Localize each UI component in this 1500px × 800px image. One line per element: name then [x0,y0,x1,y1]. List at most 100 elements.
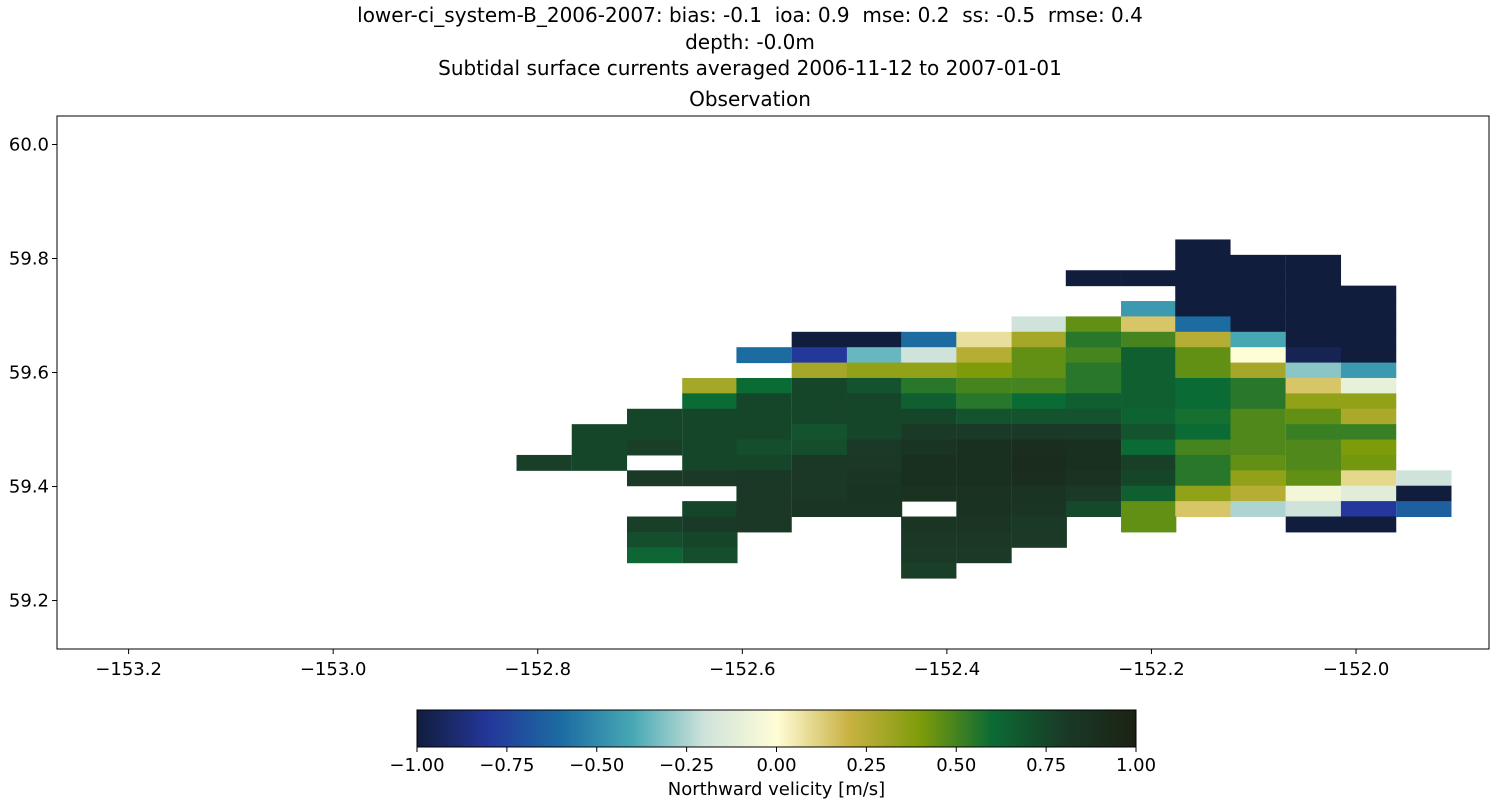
heatmap-cell [626,547,683,564]
heatmap-cell [791,454,847,471]
heatmap-cell [682,377,738,394]
heatmap-cell [1340,424,1397,441]
heatmap-cell [901,439,957,456]
heatmap-cell [1121,454,1177,471]
colorbar-strip [416,709,1137,748]
heatmap-cell [1285,285,1342,302]
heatmap-cell [1285,439,1342,456]
heatmap-cell [1230,331,1286,348]
heatmap-cell [736,516,792,533]
heatmap-cells [516,239,1452,579]
heatmap-cell [1121,270,1177,287]
heatmap-cell [1121,301,1177,317]
heatmap-cell [1285,377,1342,394]
y-tick-label: 59.4 [9,477,49,498]
heatmap-cell [1175,301,1231,317]
heatmap-cell [956,531,1012,548]
heatmap-cell [1340,439,1397,456]
heatmap-cell [1065,347,1122,364]
heatmap-cell [1285,485,1342,502]
heatmap-cell [682,516,738,533]
y-tick-label: 59.6 [9,363,49,384]
heatmap-cell [626,470,683,487]
heatmap-cell [736,485,792,502]
heatmap-cell [1230,424,1286,441]
y-axis: 59.2 59.4 59.6 59.8 60.0 [9,135,57,612]
heatmap-cell [1121,485,1177,502]
heatmap-cell [1121,331,1177,348]
heatmap-cell [791,439,847,456]
heatmap-cell [1396,485,1452,502]
heatmap-cell [1285,316,1342,333]
heatmap-cell [1285,470,1342,487]
heatmap-cell [1175,424,1231,441]
heatmap-cell [901,547,957,564]
heatmap-cell [791,408,847,425]
heatmap-cell [682,408,738,425]
heatmap-cell [791,424,847,441]
heatmap-cell [1011,501,1067,518]
x-tick-label: −152.0 [1323,659,1390,680]
colorbar-tick-label: −0.75 [479,755,534,776]
heatmap-cell [1065,439,1122,456]
heatmap-cell [682,531,738,548]
heatmap-cell [1121,470,1177,487]
heatmap-cell [956,347,1012,364]
heatmap-cell [846,408,903,425]
heatmap-cell [846,470,903,487]
heatmap-cell [791,485,847,502]
heatmap-cell [1121,393,1177,410]
colorbar-tick-label: −1.00 [389,755,444,776]
heatmap-cell [956,362,1012,379]
heatmap-cell [682,470,738,487]
heatmap-cell [1175,347,1231,364]
heatmap-cell [901,393,957,410]
heatmap-cell [956,547,1012,564]
heatmap-cell [682,424,738,441]
heatmap-cell [1175,408,1231,425]
heatmap-cell [1121,316,1177,333]
heatmap-cell [1011,331,1067,348]
heatmap-cell [1396,470,1452,487]
heatmap-cell [1175,393,1231,410]
heatmap-cell [1065,485,1122,502]
heatmap-cell [1340,485,1397,502]
heatmap-cell [682,439,738,456]
heatmap-cell [1121,501,1177,518]
heatmap-cell [1230,347,1286,364]
heatmap-cell [1065,316,1122,333]
colorbar-label: Northward velicity [m/s] [668,779,885,800]
heatmap-cell [1065,362,1122,379]
colorbar-tick-label: 0.25 [846,755,886,776]
heatmap-cell [1340,285,1397,302]
heatmap-cell [1230,254,1286,271]
heatmap-cell [956,424,1012,441]
heatmap-cell [956,439,1012,456]
heatmap-cell [1175,316,1231,333]
heatmap-cell [1175,470,1231,487]
heatmap-cell [571,439,628,456]
x-tick-label: −152.2 [1118,659,1185,680]
heatmap-cell [571,454,628,471]
x-tick-label: −152.8 [504,659,571,680]
colorbar-ticks: −1.00 −0.75 −0.50 −0.25 0.00 0.25 0.50 0.75 1.00 [389,747,1156,776]
colorbar-tick-label: 0.75 [1026,755,1066,776]
heatmap-cell [1065,408,1122,425]
heatmap-cell [1340,331,1397,348]
heatmap-cell [846,393,903,410]
heatmap-cell [1230,377,1286,394]
heatmap-cell [1230,285,1286,302]
heatmap-cell [901,485,957,502]
heatmap-cell [956,501,1012,518]
colorbar-tick-label: 0.00 [756,755,796,776]
heatmap-cell [1175,501,1231,518]
heatmap-cell [956,470,1012,487]
heatmap-cell [1175,454,1231,471]
heatmap-cell [1175,285,1231,302]
heatmap-cell [1230,393,1286,410]
depth-subtitle: depth: -0.0m [685,30,815,54]
heatmap-cell [1065,424,1122,441]
heatmap-cell [1065,454,1122,471]
heatmap-cell [1230,501,1286,518]
heatmap-cell [1230,362,1286,379]
